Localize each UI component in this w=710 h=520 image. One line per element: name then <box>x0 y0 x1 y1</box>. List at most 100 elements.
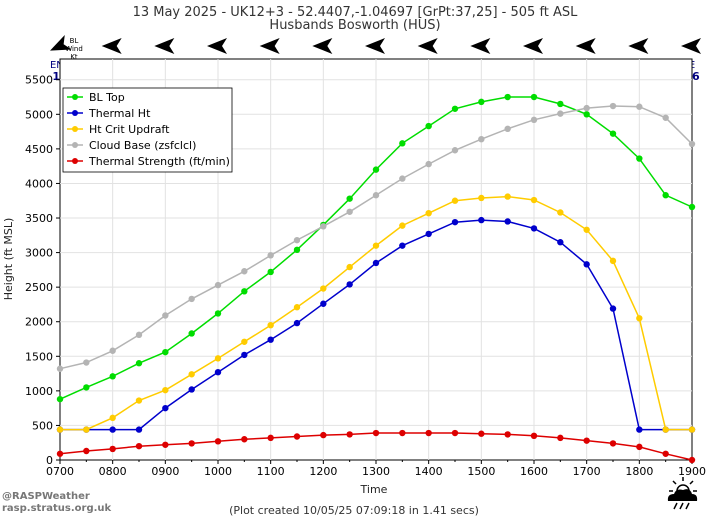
wind-arrow-icon <box>259 38 280 54</box>
data-point <box>504 93 511 101</box>
data-point <box>399 175 406 182</box>
data-point <box>530 116 538 124</box>
legend-entry: Cloud Base (zsfclcl) <box>89 139 196 152</box>
data-point <box>399 222 406 229</box>
data-point <box>83 426 90 433</box>
data-point <box>662 192 669 199</box>
data-point <box>162 312 169 319</box>
x-tick-label: 1500 <box>467 465 495 478</box>
data-point <box>662 426 669 433</box>
data-point <box>83 359 90 366</box>
data-point <box>346 195 353 202</box>
data-point <box>241 268 248 275</box>
wind-arrow-icon <box>628 38 649 54</box>
wind-label-line: BL <box>70 37 79 45</box>
data-point <box>425 230 432 238</box>
data-point <box>135 331 143 339</box>
legend-entry: BL Top <box>89 91 125 104</box>
data-point <box>135 442 143 450</box>
y-tick-label: 1500 <box>25 350 53 363</box>
data-point <box>451 429 459 437</box>
data-point <box>583 111 590 118</box>
x-tick-label: 1700 <box>573 465 601 478</box>
data-point <box>320 300 327 307</box>
data-point <box>162 441 169 448</box>
y-tick-label: 500 <box>32 419 53 432</box>
data-point <box>609 440 617 447</box>
data-point <box>451 197 459 204</box>
y-axis: 0 500 1000 1500 2000 2500 3000 3500 4000 4500 5000… <box>25 74 60 467</box>
x-tick-label: 1900 <box>678 465 706 478</box>
data-point <box>109 414 116 422</box>
legend-swatch-marker <box>72 126 78 132</box>
x-tick-label: 1200 <box>309 465 337 478</box>
data-point <box>372 259 380 267</box>
legend-box <box>62 87 233 173</box>
data-point <box>583 226 590 233</box>
data-point <box>241 288 248 295</box>
wind-arrow-icon <box>365 38 385 54</box>
data-point <box>346 431 353 438</box>
data-point <box>372 192 380 199</box>
data-point <box>267 268 274 276</box>
wind-arrow-icon <box>523 38 543 54</box>
data-point <box>109 347 116 354</box>
data-point <box>188 371 195 378</box>
data-point <box>530 93 538 101</box>
data-point <box>557 239 564 246</box>
x-tick-label: 1300 <box>362 465 390 478</box>
data-point <box>293 304 301 311</box>
data-point <box>688 203 696 211</box>
legend-entry: Thermal Ht <box>88 107 151 120</box>
data-point <box>478 98 485 106</box>
wind-arrow-icon <box>101 38 122 54</box>
data-point <box>583 104 590 112</box>
data-point <box>267 252 274 259</box>
y-tick-label: 2000 <box>25 316 53 329</box>
wind-label: BL Wind Kt <box>65 37 83 61</box>
legend-entry: Ht Crit Updraft <box>89 123 170 136</box>
data-point <box>636 103 643 110</box>
data-point <box>688 426 696 433</box>
data-point <box>267 336 274 343</box>
y-tick-label: 2500 <box>25 281 53 294</box>
legend-swatch-marker <box>72 110 78 116</box>
data-point <box>636 426 643 433</box>
y-tick-label: 3000 <box>25 247 53 260</box>
data-point <box>267 434 274 442</box>
data-point <box>425 122 432 130</box>
data-point <box>451 218 459 226</box>
legend-entry: Thermal Strength (ft/min) <box>88 155 230 168</box>
data-point <box>688 456 696 464</box>
data-point <box>504 218 511 225</box>
x-tick-label: 1400 <box>415 465 443 478</box>
data-point <box>662 114 669 121</box>
data-point <box>293 246 301 254</box>
data-point <box>162 386 169 394</box>
data-point <box>636 315 643 322</box>
data-point <box>109 426 116 433</box>
data-point <box>478 430 485 437</box>
x-axis: 0700 0800 0900 1000 1100 1200 1300 1400 1500 1600… <box>46 460 706 478</box>
x-tick-label: 0700 <box>46 465 74 478</box>
data-point <box>451 147 459 154</box>
data-point <box>372 242 380 249</box>
data-point <box>478 194 485 202</box>
data-point <box>583 437 590 444</box>
wind-arrow-icon <box>312 38 333 54</box>
data-point <box>609 257 617 265</box>
data-point <box>636 443 643 451</box>
data-point <box>214 281 222 289</box>
data-point <box>56 395 64 403</box>
data-point <box>188 295 195 303</box>
y-tick-label: 5500 <box>25 74 53 87</box>
legend-swatch-marker <box>72 158 78 164</box>
data-point <box>56 365 64 372</box>
data-point <box>135 426 143 433</box>
data-point <box>504 431 511 438</box>
wind-arrow-icon <box>575 38 596 54</box>
wind-label-line: Wind <box>65 45 83 53</box>
data-point <box>162 348 169 356</box>
data-point <box>83 384 90 391</box>
data-point <box>320 223 327 230</box>
